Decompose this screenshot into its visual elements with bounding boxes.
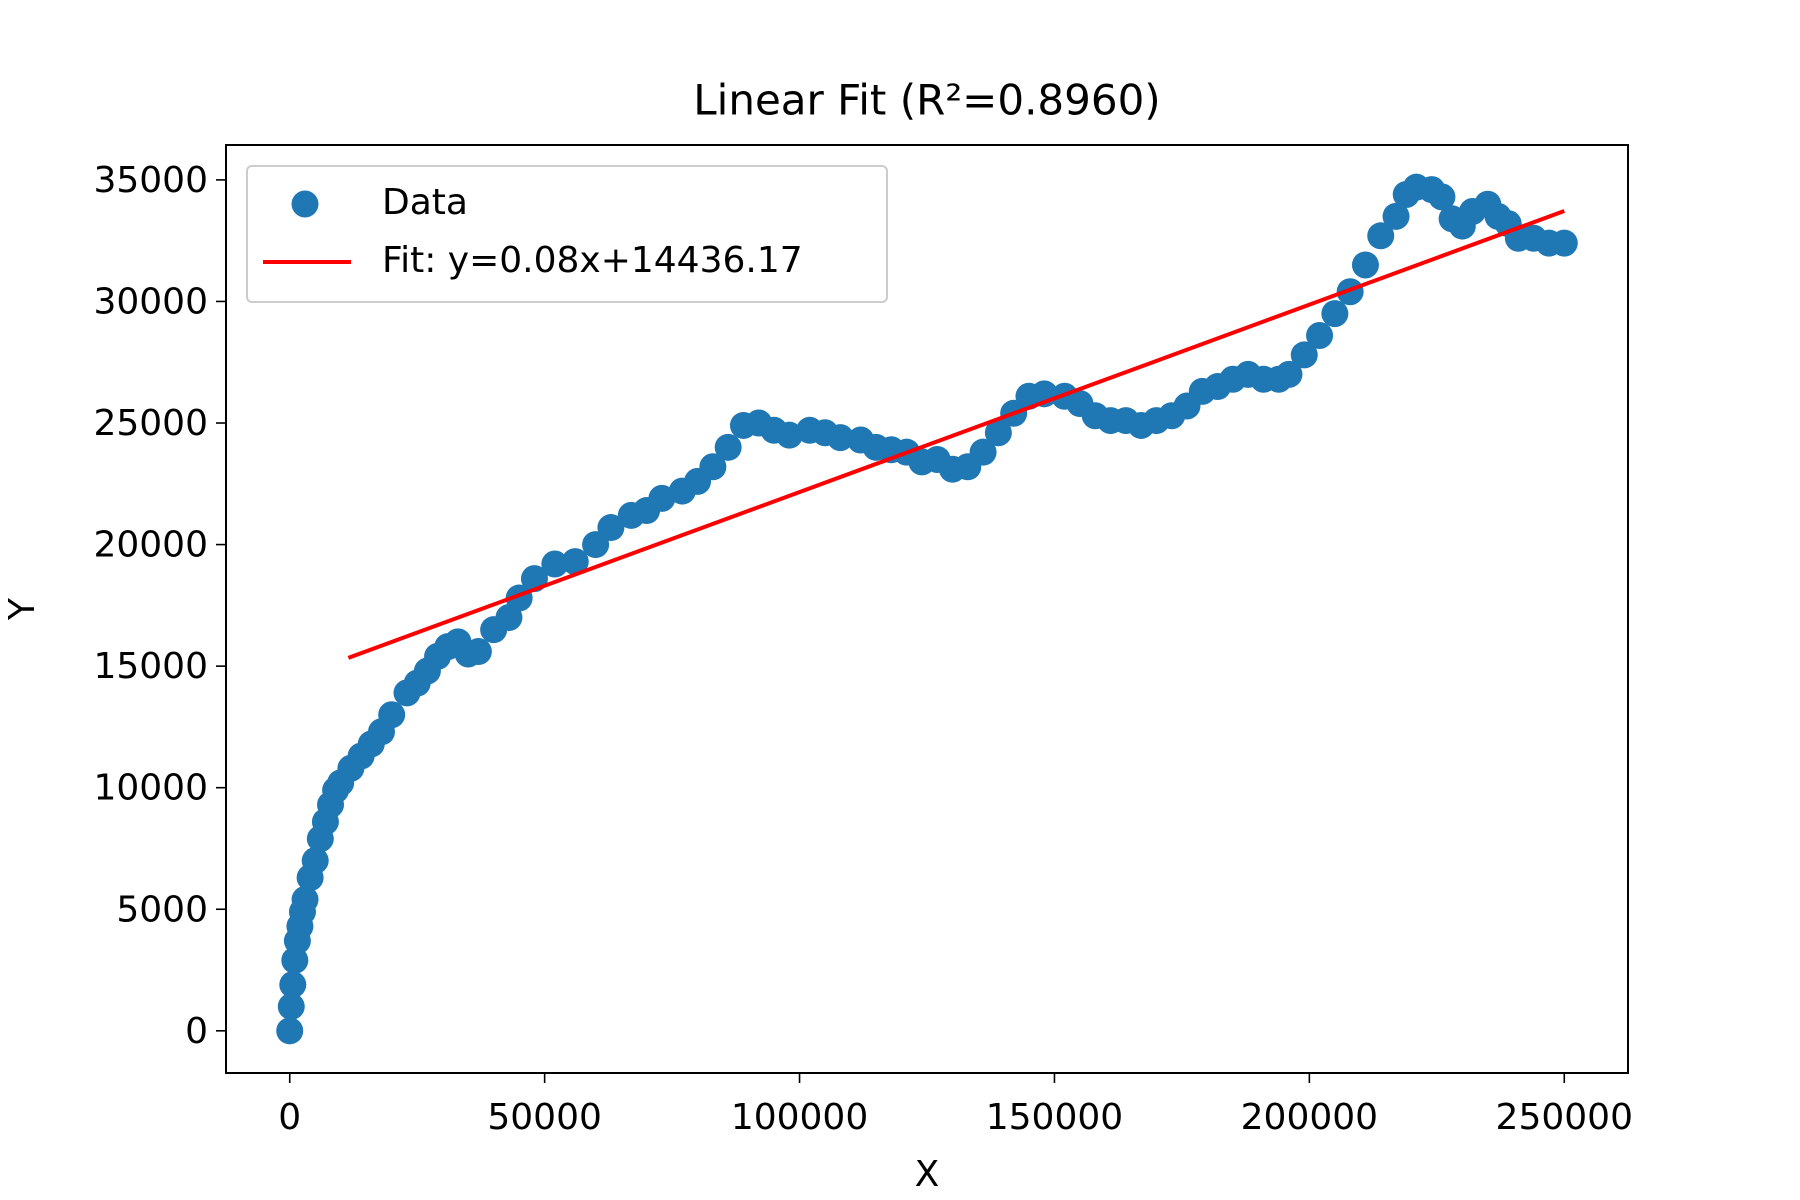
data-point <box>775 421 803 449</box>
legend-marker <box>291 190 319 218</box>
data-point <box>714 433 742 461</box>
x-tick-label: 150000 <box>986 1097 1123 1138</box>
y-tick-label: 0 <box>185 1011 208 1052</box>
data-point <box>1428 183 1456 211</box>
fit-line <box>347 209 1565 660</box>
data-point <box>826 424 854 452</box>
plot-frame <box>225 144 1629 1074</box>
data-point <box>984 419 1012 447</box>
y-axis-label: Y <box>2 597 43 621</box>
y-tick-label: 10000 <box>93 768 208 809</box>
data-point <box>276 1017 304 1045</box>
data-point <box>541 550 569 578</box>
y-tick-label: 20000 <box>93 525 208 566</box>
x-tick-label: 0 <box>278 1097 301 1138</box>
data-point <box>699 453 727 481</box>
legend-label: Data <box>382 182 468 223</box>
data-point <box>969 438 997 466</box>
y-tick-label: 5000 <box>116 889 208 930</box>
data-point <box>378 701 406 729</box>
y-tick-label: 15000 <box>93 646 208 687</box>
y-tick-label: 30000 <box>93 281 208 322</box>
data-point <box>1275 360 1303 388</box>
data-point <box>1351 251 1379 279</box>
data-point <box>1382 202 1410 230</box>
x-tick-label: 200000 <box>1241 1097 1378 1138</box>
data-point <box>291 886 319 914</box>
data-point <box>1321 300 1349 328</box>
data-point <box>648 484 676 512</box>
legend-box <box>246 165 888 303</box>
data-point <box>1367 222 1395 250</box>
data-point <box>279 971 307 999</box>
data-point <box>1306 321 1334 349</box>
legend-label: Fit: y=0.08x+14436.17 <box>382 240 803 281</box>
chart-title: Linear Fit (R²=0.8960) <box>693 76 1160 125</box>
x-tick-label: 50000 <box>487 1097 602 1138</box>
data-point <box>301 847 329 875</box>
data-point <box>277 993 305 1021</box>
y-tick-label: 35000 <box>93 160 208 201</box>
x-tick-label: 250000 <box>1496 1097 1633 1138</box>
data-point <box>464 638 492 666</box>
y-tick-label: 25000 <box>93 403 208 444</box>
data-point <box>561 548 589 576</box>
data-point <box>597 514 625 542</box>
x-axis-label: X <box>915 1154 940 1195</box>
data-point <box>1550 229 1578 257</box>
data-point <box>1290 341 1318 369</box>
x-tick-label: 100000 <box>731 1097 868 1138</box>
